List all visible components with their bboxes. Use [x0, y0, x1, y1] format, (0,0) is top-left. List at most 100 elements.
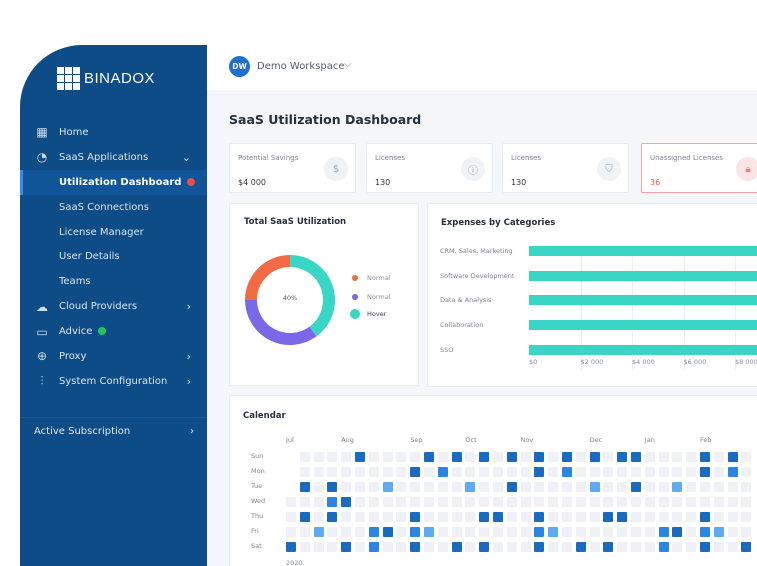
sidebar-item-saas-applications[interactable]: ◔ SaaS Applications ⌄: [20, 145, 207, 170]
calendar-day-cell[interactable]: [658, 542, 669, 552]
calendar-day-cell[interactable]: [672, 512, 683, 522]
calendar-day-cell[interactable]: [451, 542, 462, 552]
calendar-day-cell[interactable]: [465, 497, 476, 507]
calendar-day-cell[interactable]: [506, 482, 517, 492]
calendar-day-cell[interactable]: [479, 527, 490, 537]
legend-item[interactable]: Normal: [350, 293, 391, 301]
calendar-day-cell[interactable]: [479, 497, 490, 507]
calendar-day-cell[interactable]: [727, 542, 738, 552]
donut-slice-1[interactable]: [245, 299, 317, 345]
calendar-day-cell[interactable]: [548, 467, 559, 477]
workspace-selector[interactable]: Demo Workspace: [257, 61, 345, 72]
legend-item[interactable]: Normal: [350, 274, 391, 282]
calendar-day-cell[interactable]: [506, 527, 517, 537]
calendar-day-cell[interactable]: [741, 542, 752, 552]
calendar-day-cell[interactable]: [341, 467, 352, 477]
calendar-day-cell[interactable]: [382, 467, 393, 477]
calendar-day-cell[interactable]: [575, 452, 586, 462]
calendar-day-cell[interactable]: [479, 482, 490, 492]
calendar-day-cell[interactable]: [341, 497, 352, 507]
calendar-day-cell[interactable]: [700, 482, 710, 492]
calendar-day-cell[interactable]: [382, 512, 393, 522]
calendar-day-cell[interactable]: [741, 527, 752, 537]
calendar-day-cell[interactable]: [313, 512, 324, 522]
calendar-day-cell[interactable]: [562, 542, 572, 552]
calendar-day-cell[interactable]: [451, 497, 462, 507]
calendar-day-cell[interactable]: [368, 497, 379, 507]
calendar-day-cell[interactable]: [299, 482, 310, 492]
calendar-day-cell[interactable]: [451, 482, 462, 492]
calendar-day-cell[interactable]: [286, 527, 296, 537]
calendar-day-cell[interactable]: [700, 467, 710, 477]
calendar-day-cell[interactable]: [548, 482, 559, 492]
calendar-day-cell[interactable]: [644, 452, 655, 462]
calendar-day-cell[interactable]: [727, 512, 738, 522]
binadox-logo[interactable]: BINADOX: [57, 67, 155, 90]
sidebar-item-system-configuration[interactable]: ⫶ System Configuration ›: [20, 369, 207, 394]
calendar-day-cell[interactable]: [686, 497, 697, 507]
calendar-day-cell[interactable]: [548, 527, 559, 537]
calendar-day-cell[interactable]: [424, 497, 434, 507]
calendar-day-cell[interactable]: [575, 497, 586, 507]
calendar-day-cell[interactable]: [465, 527, 476, 537]
calendar-day-cell[interactable]: [603, 497, 614, 507]
calendar-day-cell[interactable]: [465, 512, 476, 522]
calendar-day-cell[interactable]: [644, 542, 655, 552]
sidebar-item-home[interactable]: ▦ Home: [20, 120, 207, 145]
calendar-day-cell[interactable]: [713, 542, 724, 552]
calendar-day-cell[interactable]: [396, 542, 407, 552]
calendar-day-cell[interactable]: [410, 542, 421, 552]
calendar-day-cell[interactable]: [299, 497, 310, 507]
calendar-day-cell[interactable]: [341, 482, 352, 492]
calendar-day-cell[interactable]: [741, 512, 752, 522]
sidebar-item-saas-connections[interactable]: SaaS Connections: [20, 195, 207, 220]
calendar-day-cell[interactable]: [493, 452, 503, 462]
calendar-day-cell[interactable]: [437, 512, 448, 522]
calendar-day-cell[interactable]: [396, 512, 407, 522]
calendar-day-cell[interactable]: [713, 497, 724, 507]
calendar-day-cell[interactable]: [437, 497, 448, 507]
calendar-day-cell[interactable]: [617, 467, 628, 477]
sidebar-item-cloud-providers[interactable]: ☁ Cloud Providers ›: [20, 294, 207, 319]
calendar-day-cell[interactable]: [672, 482, 683, 492]
calendar-day-cell[interactable]: [493, 482, 503, 492]
calendar-day-cell[interactable]: [741, 452, 752, 462]
calendar-day-cell[interactable]: [327, 542, 338, 552]
calendar-day-cell[interactable]: [727, 452, 738, 462]
calendar-day-cell[interactable]: [534, 512, 545, 522]
calendar-day-cell[interactable]: [382, 482, 393, 492]
calendar-day-cell[interactable]: [603, 467, 614, 477]
calendar-day-cell[interactable]: [313, 452, 324, 462]
calendar-day-cell[interactable]: [727, 482, 738, 492]
calendar-day-cell[interactable]: [727, 467, 738, 477]
calendar-day-cell[interactable]: [313, 482, 324, 492]
calendar-day-cell[interactable]: [424, 527, 434, 537]
calendar-day-cell[interactable]: [534, 527, 545, 537]
calendar-day-cell[interactable]: [548, 497, 559, 507]
chevron-down-icon[interactable]: ⌵: [344, 59, 352, 70]
calendar-day-cell[interactable]: [658, 527, 669, 537]
calendar-day-cell[interactable]: [589, 452, 600, 462]
calendar-day-cell[interactable]: [355, 467, 365, 477]
calendar-day-cell[interactable]: [368, 452, 379, 462]
calendar-day-cell[interactable]: [368, 512, 379, 522]
calendar-day-cell[interactable]: [368, 467, 379, 477]
calendar-day-cell[interactable]: [299, 527, 310, 537]
calendar-day-cell[interactable]: [603, 527, 614, 537]
calendar-day-cell[interactable]: [437, 452, 448, 462]
calendar-day-cell[interactable]: [700, 542, 710, 552]
calendar-day-cell[interactable]: [327, 527, 338, 537]
calendar-day-cell[interactable]: [520, 527, 531, 537]
calendar-day-cell[interactable]: [713, 527, 724, 537]
calendar-day-cell[interactable]: [493, 512, 503, 522]
calendar-day-cell[interactable]: [368, 542, 379, 552]
calendar-day-cell[interactable]: [355, 497, 365, 507]
calendar-day-cell[interactable]: [603, 452, 614, 462]
calendar-day-cell[interactable]: [313, 497, 324, 507]
sidebar-item-user-details[interactable]: User Details: [20, 244, 207, 269]
calendar-day-cell[interactable]: [520, 512, 531, 522]
calendar-day-cell[interactable]: [382, 497, 393, 507]
calendar-day-cell[interactable]: [658, 512, 669, 522]
calendar-day-cell[interactable]: [410, 497, 421, 507]
calendar-day-cell[interactable]: [686, 542, 697, 552]
